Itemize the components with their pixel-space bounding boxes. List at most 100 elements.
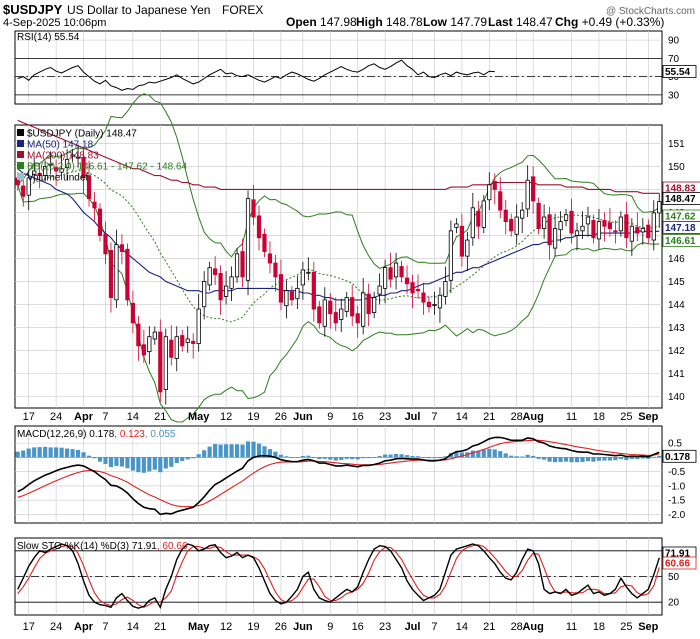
macd-histogram-bar (130, 457, 135, 471)
candle-body (114, 244, 119, 301)
macd-histogram-bar (596, 457, 602, 461)
price-x-label: Jul (405, 411, 421, 423)
price-x-label: 25 (620, 411, 632, 423)
legend-bb: BB(20,2.0) 146.61 - 147.62 - 148.64 (27, 162, 188, 173)
sto-x-label: 19 (247, 621, 259, 633)
candle-body (21, 185, 26, 197)
candle-body (289, 291, 294, 301)
macd-histogram-bar (229, 444, 234, 458)
macd-histogram-bar (234, 444, 240, 458)
legend-volume-swatch (17, 173, 24, 180)
macd-histogram-bar (492, 449, 497, 458)
legend-ma50: MA(50) 147.18 (27, 140, 94, 151)
candle-body (213, 268, 218, 275)
quote-last: Last 148.47 (488, 15, 553, 29)
candle-body (640, 228, 645, 233)
candle-body (377, 285, 382, 295)
price-right-label: 148.47 (665, 194, 696, 205)
sto-d-line (17, 544, 660, 608)
macd-last-label-box (662, 449, 697, 463)
macd-histogram-bar (437, 457, 443, 459)
price-tick-label: 151 (668, 139, 685, 150)
candle-body (300, 269, 305, 286)
macd-histogram-bar (361, 457, 366, 459)
candle-body (333, 312, 338, 324)
sto-x-label: 17 (23, 621, 35, 633)
sto-x-label: 23 (379, 621, 391, 633)
sto-x-label: Jul (405, 621, 421, 633)
price-x-label: 14 (456, 411, 468, 423)
rsi-tick-label: 30 (668, 90, 680, 101)
macd-histogram-bar (635, 457, 640, 460)
candle-body (207, 267, 212, 286)
macd-histogram-bar (245, 441, 251, 458)
candle-body (443, 281, 448, 297)
candle-body (48, 163, 53, 166)
price-x-label: 24 (50, 411, 62, 423)
macd-histogram-bar (70, 449, 75, 458)
price-x-label: 14 (127, 411, 139, 423)
price-right-label-box (662, 192, 700, 205)
price-tick-label: 144 (668, 300, 685, 311)
sto-x-label: 25 (620, 621, 632, 633)
candle-body (388, 267, 393, 280)
price-x-label: Apr (74, 411, 94, 423)
candle-body (624, 214, 629, 239)
macd-last-label: 0.178 (665, 452, 690, 463)
price-tick-label: 145 (668, 277, 685, 288)
macd-histogram-bar (86, 455, 92, 458)
bb-middle-band (17, 170, 660, 323)
candle-body (284, 290, 289, 307)
candle-body (339, 308, 344, 320)
candle-body (498, 191, 503, 211)
macd-histogram-bar (180, 457, 185, 462)
macd-tick-label: 0.5 (668, 439, 682, 450)
candle-body (487, 184, 492, 201)
rsi-last-label: 55.54 (665, 67, 690, 78)
macd-frame (14, 425, 663, 524)
macd-histogram-bar (125, 457, 130, 469)
macd-histogram-bar (267, 449, 273, 458)
sto-x-label: 18 (593, 621, 605, 633)
price-x-label: 12 (220, 411, 232, 423)
candle-body (136, 323, 141, 347)
rsi-title: RSI(14) 55.54 (17, 32, 80, 43)
candle-body (426, 301, 432, 308)
candle-body (585, 216, 591, 225)
ma50-line (17, 168, 660, 301)
candle-body (415, 289, 421, 292)
sto-tick-label: 20 (668, 598, 680, 609)
sto-title: Slow STO %K(14) %D(3) 71.91, 60.66 (17, 541, 188, 552)
candle-body (26, 177, 31, 196)
macd-histogram-bar (37, 447, 42, 458)
candle-body (306, 271, 311, 274)
candle-body (70, 154, 75, 157)
candle-body (580, 225, 585, 232)
price-tick-label: 140 (668, 392, 685, 403)
candle-body (421, 292, 426, 303)
macd-histogram-bar (202, 450, 207, 458)
rsi-tick-label: 90 (668, 36, 680, 47)
macd-histogram-bar (388, 454, 393, 458)
price-tick-label: 142 (668, 346, 685, 357)
macd-histogram-bar (65, 448, 70, 458)
macd-histogram-bar (476, 450, 481, 458)
candle-body (169, 339, 174, 358)
macd-histogram-bar (240, 444, 245, 458)
candle-body (174, 336, 179, 359)
macd-histogram-bar (547, 457, 552, 462)
price-x-label: 28 (511, 411, 523, 423)
macd-histogram-bar (558, 457, 563, 462)
candle-body (163, 336, 168, 390)
price-x-label: 26 (275, 411, 287, 423)
candle-body (240, 251, 245, 278)
macd-histogram-bar (81, 452, 86, 458)
quote-line: Open 147.98 High 148.78 Low 147.79 Last 148… (286, 15, 664, 29)
candle-body (465, 239, 470, 257)
price-frame (14, 124, 663, 409)
price-x-label: 16 (352, 411, 364, 423)
candle-body (350, 297, 355, 317)
sto-x-label: 26 (275, 621, 287, 633)
chart-exchange: FOREX (222, 3, 263, 17)
candle-body (191, 340, 196, 344)
